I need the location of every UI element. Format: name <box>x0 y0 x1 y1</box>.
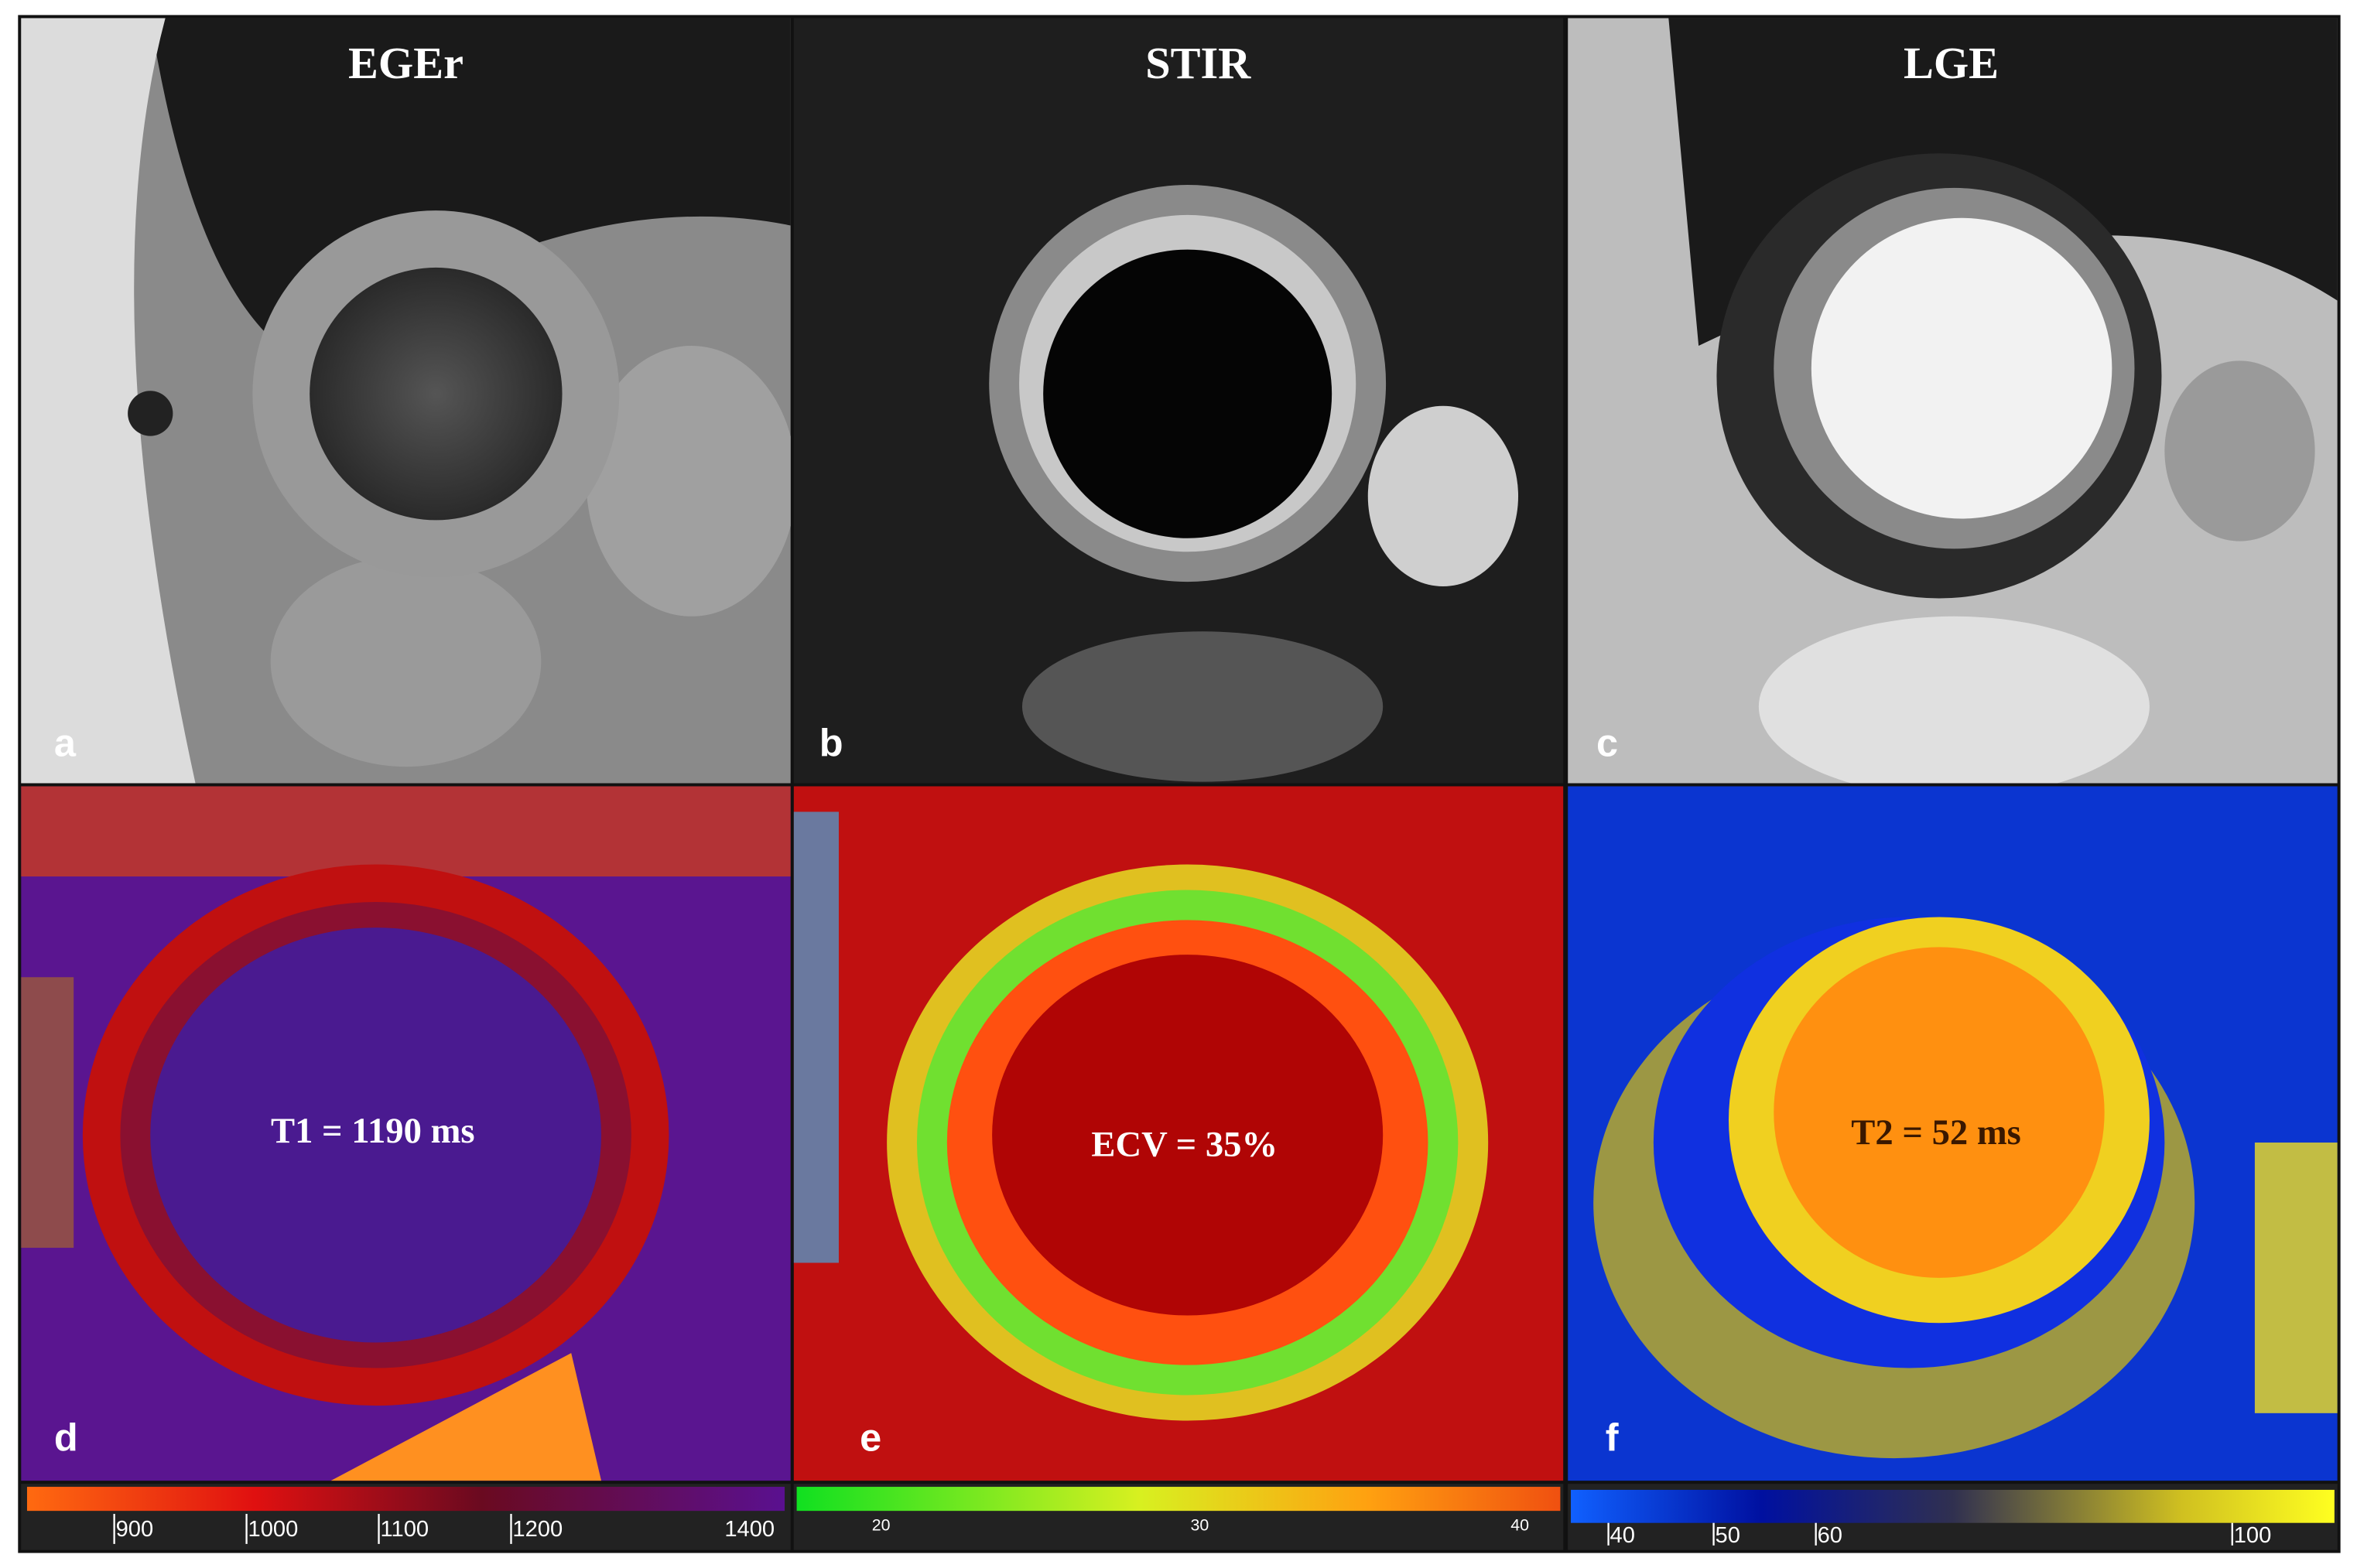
panel-e-image <box>793 786 1564 1481</box>
tick-label: 1200 <box>512 1517 563 1542</box>
panel-letter: b <box>819 721 843 765</box>
tick-label: 60 <box>1818 1523 1842 1548</box>
tick-label: 1100 <box>380 1517 429 1542</box>
measurement-label: T2 = 52 ms <box>1851 1112 2021 1153</box>
panel-title: STIR <box>1145 38 1251 88</box>
panel-title: EGEr <box>348 38 464 88</box>
panel-d-image <box>21 786 791 1481</box>
panel-title: LGE <box>1904 38 1999 88</box>
measurement-label: ECV = 35% <box>1091 1124 1278 1164</box>
panel-a-image <box>21 18 791 784</box>
panel-b-image <box>793 18 1564 784</box>
tick-label: 40 <box>1510 1515 1529 1534</box>
tick-label: 30 <box>1191 1515 1209 1534</box>
tick-label: 1400 <box>724 1517 775 1542</box>
tick-label: 900 <box>116 1517 154 1542</box>
tick-label: 20 <box>872 1515 891 1534</box>
panel-letter: d <box>54 1415 78 1459</box>
panel-f-image <box>1568 786 2338 1481</box>
colorbar-d-gradient <box>26 1487 785 1512</box>
measurement-label: T1 = 1190 ms <box>271 1111 475 1151</box>
colorbar-e-gradient <box>796 1487 1561 1512</box>
tick-label: 100 <box>2234 1523 2272 1548</box>
panel-letter: a <box>54 721 77 765</box>
colorbar-ticks: 900 1000 1100 1200 1400 20 30 40 40 50 6… <box>113 1514 2272 1548</box>
tick-label: 40 <box>1610 1523 1635 1548</box>
tick-label: 1000 <box>248 1517 299 1542</box>
colorbar-f-gradient <box>1571 1489 2335 1523</box>
panel-letter: e <box>860 1415 881 1459</box>
panel-letter: f <box>1606 1415 1619 1459</box>
panel-letter: c <box>1596 721 1618 765</box>
panel-c-image <box>1568 18 2338 784</box>
tick-label: 50 <box>1716 1523 1740 1548</box>
